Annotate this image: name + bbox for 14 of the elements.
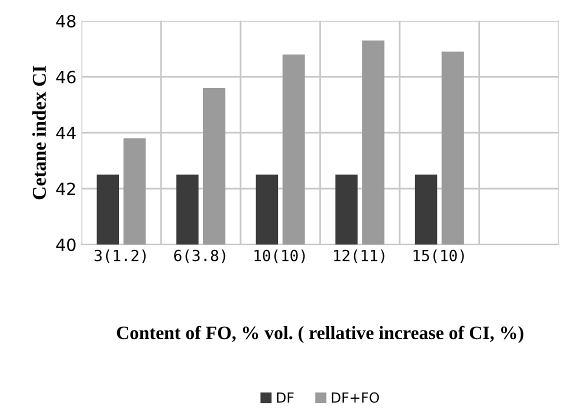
x-tick-label: 3(1.2): [94, 249, 146, 264]
y-tick-label: 46: [56, 70, 76, 84]
y-tick-label: 44: [56, 126, 76, 140]
x-tick-label: 6(3.8): [174, 249, 226, 264]
y-tick-label: 48: [56, 14, 76, 28]
y-axis-title: Cetane index CI: [32, 66, 46, 200]
y-tick-label: 42: [56, 182, 75, 195]
legend-label: DF+FO: [332, 392, 379, 403]
x-tick-label: 15(10): [414, 249, 464, 264]
legend-label: DF: [277, 392, 294, 403]
x-axis-title: Content of FO, % vol. ( rellative increase of CI, %): [116, 326, 524, 343]
x-tick-label: 12(11): [334, 249, 384, 264]
x-tick-label: 10(10): [254, 249, 305, 264]
y-tick-label: 40: [56, 238, 76, 252]
